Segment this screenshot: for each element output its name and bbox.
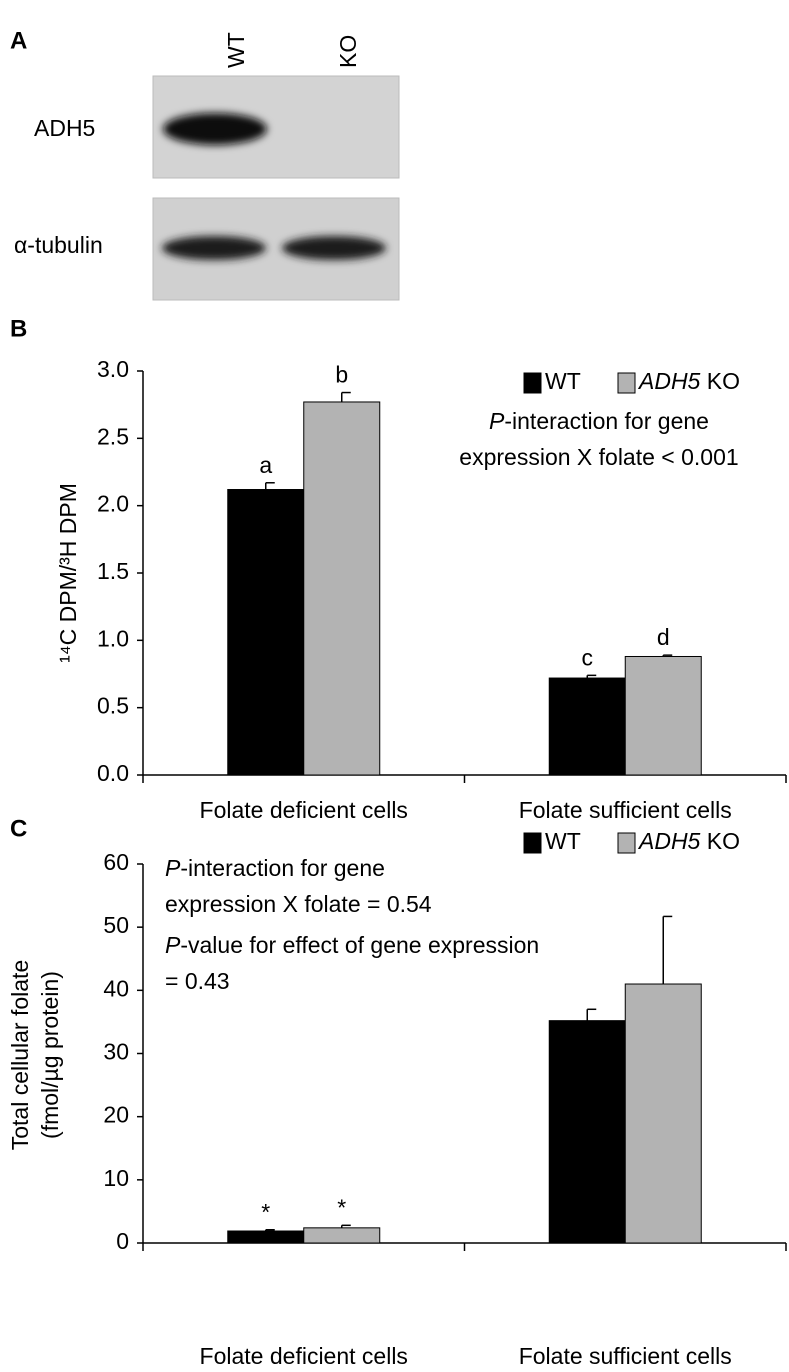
x-tick-label: Folate sufficient cells (519, 1343, 732, 1369)
y-tick-label: 40 (103, 975, 129, 1001)
y-tick-label: 1.5 (97, 558, 129, 584)
y-tick-label: 0.5 (97, 693, 129, 719)
significance-label: * (337, 1194, 346, 1220)
lane-label: KO (335, 35, 361, 68)
panel-label: B (10, 315, 27, 342)
annotation: expression X folate = 0.54 (165, 891, 432, 917)
bar (548, 1020, 626, 1244)
y-tick-label: 2.5 (97, 423, 129, 449)
legend-swatch (617, 832, 636, 854)
bar (624, 655, 702, 776)
legend-label: WT (545, 828, 581, 854)
legend-swatch (523, 832, 542, 854)
x-tick-label: Folate sufficient cells (519, 797, 732, 823)
y-axis-label: ¹⁴C DPM/³H DPM (55, 483, 81, 663)
x-tick-label: Folate deficient cells (200, 1343, 408, 1369)
band (162, 236, 266, 260)
y-tick-label: 50 (103, 912, 129, 938)
annotation: P-interaction for gene (489, 408, 709, 434)
y-tick-label: 1.0 (97, 625, 129, 651)
significance-label: c (582, 644, 594, 670)
y-tick-label: 10 (103, 1165, 129, 1191)
significance-label: * (261, 1199, 270, 1225)
annotation: expression X folate < 0.001 (459, 444, 738, 470)
bar (624, 983, 702, 1244)
panel-chart: C Total cellular folate (fmol/µg protein) 0… (7, 815, 787, 1369)
band (163, 113, 267, 145)
annotation: = 0.43 (165, 968, 230, 994)
bar (227, 489, 305, 776)
legend-label: ADH5 KO (637, 828, 740, 854)
row-label: α-tubulin (14, 232, 103, 258)
bar (548, 677, 626, 776)
significance-label: b (335, 362, 348, 388)
lane-label: WT (223, 32, 249, 68)
y-tick-label: 0.0 (97, 760, 129, 786)
significance-label: d (657, 624, 670, 650)
significance-label: a (259, 452, 272, 478)
legend-label: ADH5 KO (637, 368, 740, 394)
y-axis-label: Total cellular folate (7, 960, 33, 1151)
annotation: P-interaction for gene (165, 855, 385, 881)
panel-label: C (10, 815, 27, 842)
panel-label: A (10, 27, 27, 54)
band (282, 236, 386, 260)
legend-swatch (617, 372, 636, 394)
panel-a: A WT KO ADH5 α-tubulin (10, 27, 400, 301)
legend-label: WT (545, 368, 581, 394)
y-tick-label: 20 (103, 1102, 129, 1128)
row-label: ADH5 (34, 115, 95, 141)
y-axis-label: (fmol/µg protein) (37, 971, 63, 1139)
bar (303, 401, 381, 776)
panel-chart: B ¹⁴C DPM/³H DPM 0.0 0.5 1.0 1.5 2.0 2.5 3.0 Fola… (10, 315, 787, 823)
bar (303, 1227, 381, 1244)
y-tick-label: 2.0 (97, 491, 129, 517)
x-tick-label: Folate deficient cells (200, 797, 408, 823)
y-tick-label: 0 (116, 1228, 129, 1254)
y-tick-label: 3.0 (97, 356, 129, 382)
y-tick-label: 60 (103, 849, 129, 875)
annotation: P-value for effect of gene expression (165, 932, 539, 958)
legend-swatch (523, 372, 542, 394)
bar (227, 1230, 305, 1244)
y-tick-label: 30 (103, 1039, 129, 1065)
